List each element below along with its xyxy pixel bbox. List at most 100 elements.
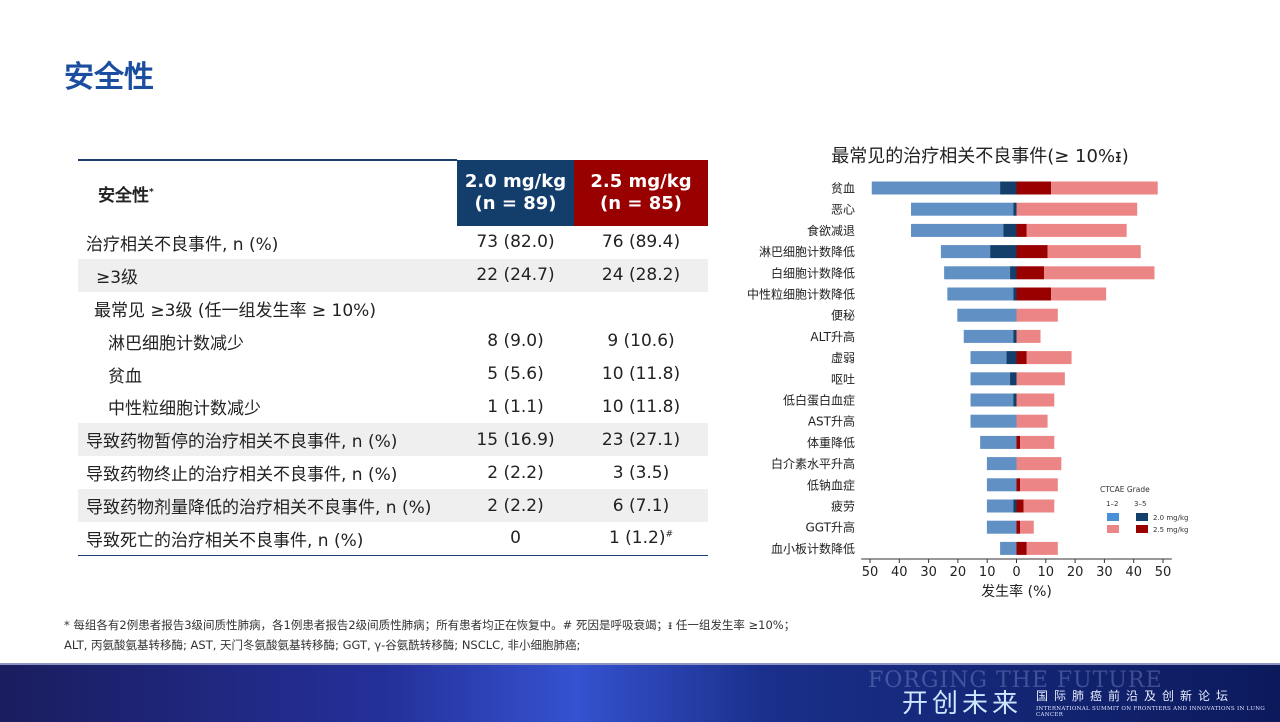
bar-2mg-grade1-2 — [911, 202, 1014, 216]
table-row: 导致药物剂量降低的治疗相关不良事件, n (%) 2 (2.2) 6 (7.1) — [78, 489, 708, 523]
bar-2mg-grade3-5 — [1003, 223, 1017, 237]
bar-25mg-grade3-5 — [1016, 351, 1027, 365]
header-sup: * — [149, 187, 154, 198]
category-label: 体重降低 — [807, 436, 855, 450]
bar-25mg-grade3-5 — [1016, 520, 1021, 534]
bar-25mg-grade1-2 — [1020, 520, 1034, 534]
row-label: 中性粒细胞计数减少 — [108, 399, 261, 420]
x-tick-label: 10 — [1038, 565, 1055, 580]
bar-25mg-grade3-5 — [1016, 499, 1024, 513]
legend-label: 2.5 mg/kg — [1153, 526, 1188, 534]
bar-25mg-grade1-2 — [1020, 435, 1055, 449]
bar-2mg-grade1-2 — [963, 329, 1014, 343]
bar-25mg-grade1-2 — [1016, 457, 1062, 471]
bar-25mg-grade1-2 — [1044, 266, 1155, 280]
bar-2mg-grade1-2 — [944, 266, 1011, 280]
bar-25mg-grade1-2 — [1016, 202, 1138, 216]
bar-2mg-grade1-2 — [986, 457, 1017, 471]
category-label: 白介素水平升高 — [771, 456, 855, 471]
bar-2mg-grade3-5 — [1000, 181, 1017, 195]
bar-25mg-grade1-2 — [1016, 372, 1065, 386]
header-label-text: 安全性 — [98, 186, 149, 206]
x-tick-label: 0 — [1012, 565, 1020, 580]
row-value-25mg-text: 9 (10.6) — [607, 331, 675, 352]
footnote-line-2: ALT, 丙氨酸氨基转移酶; AST, 天门冬氨酸氨基转移酶; GGT, γ-谷… — [64, 638, 581, 652]
table-row: 导致死亡的治疗相关不良事件, n (%) 0 1 (1.2)# — [78, 522, 708, 556]
bar-25mg-grade3-5 — [1016, 287, 1052, 301]
header-25mg-n: (n = 85) — [600, 193, 682, 214]
row-sup: # — [665, 529, 674, 540]
row-value-2mg: 2 (2.2) — [487, 462, 544, 483]
row-value-2mg — [457, 292, 574, 325]
category-label: 便秘 — [831, 309, 855, 323]
row-value-25mg: 76 (89.4) — [574, 226, 708, 259]
bar-25mg-grade1-2 — [1051, 181, 1158, 195]
category-label: 疲劳 — [831, 499, 855, 514]
category-label: AST升高 — [808, 414, 855, 429]
category-label: 低白蛋白血症 — [783, 393, 855, 408]
row-value-25mg: 3 (3.5) — [574, 456, 708, 489]
bar-2mg-grade3-5 — [1013, 393, 1017, 407]
category-label: 中性粒细胞计数降低 — [747, 287, 855, 302]
bar-2mg-grade3-5 — [1010, 266, 1017, 280]
table-row: ≥3级 22 (24.7) 24 (28.2) — [78, 258, 708, 292]
row-value-25mg-text: 3 (3.5) — [612, 462, 670, 483]
legend-swatch-grade3-5 — [1136, 513, 1148, 521]
category-label: 恶心 — [831, 203, 855, 217]
bar-2mg-grade3-5 — [1013, 287, 1017, 301]
bar-25mg-grade1-2 — [1051, 287, 1107, 301]
bar-2mg-grade1-2 — [1000, 541, 1017, 555]
table-row: 中性粒细胞计数减少 1 (1.1) 10 (11.8) — [78, 390, 708, 423]
bar-2mg-grade1-2 — [970, 372, 1011, 386]
category-label: GGT升高 — [805, 520, 855, 535]
safety-table: 安全性* 2.0 mg/kg (n = 89) 2.5 mg/kg (n = 85)… — [78, 159, 708, 556]
row-label: 最常见 ≥3级 (任一组发生率 ≥ 10%) — [94, 300, 376, 321]
row-value-2mg: 73 (82.0) — [476, 232, 555, 253]
bar-2mg-grade1-2 — [970, 414, 1017, 428]
bar-2mg-grade1-2 — [986, 520, 1017, 534]
bar-2mg-grade1-2 — [911, 223, 1004, 237]
bar-25mg-grade1-2 — [1026, 541, 1058, 555]
header-25mg-dose: 2.5 mg/kg — [590, 171, 692, 192]
x-tick-label: 30 — [920, 565, 937, 580]
x-axis-label: 发生率 (%) — [981, 583, 1052, 600]
row-value-2mg: 0 — [457, 522, 574, 556]
chart-title: 最常见的治疗相关不良事件(≥ 10%ᵻ) — [831, 146, 1129, 167]
category-label: 淋巴细胞计数降低 — [759, 244, 855, 259]
bar-25mg-grade1-2 — [1016, 329, 1041, 343]
row-label: 导致药物暂停的治疗相关不良事件, n (%) — [78, 423, 457, 457]
row-label: 治疗相关不良事件, n (%) — [86, 234, 279, 255]
header-label: 安全性* — [78, 159, 457, 226]
bar-2mg-grade3-5 — [1013, 499, 1017, 513]
legend-swatch-grade3-5 — [1136, 525, 1148, 533]
category-label: 贫血 — [831, 181, 855, 196]
row-value-25mg-text: 6 (7.1) — [612, 495, 670, 516]
row-value-25mg-text: 10 (11.8) — [601, 364, 681, 384]
table-row: 贫血 5 (5.6) 10 (11.8) — [78, 358, 708, 391]
category-label: 白细胞计数降低 — [771, 265, 855, 280]
banner-english-watermark: FORGING THE FUTURE — [868, 668, 1163, 693]
row-label: 导致药物终止的治疗相关不良事件, n (%) — [86, 465, 398, 486]
row-value-25mg-text: 24 (28.2) — [601, 265, 681, 286]
table-row: 淋巴细胞计数减少 8 (9.0) 9 (10.6) — [78, 325, 708, 358]
row-label: 导致药物剂量降低的治疗相关不良事件, n (%) — [78, 489, 457, 523]
bar-25mg-grade1-2 — [1026, 351, 1072, 365]
x-tick-label: 40 — [1125, 565, 1142, 580]
legend-title: CTCAE Grade — [1100, 485, 1150, 494]
row-value-25mg-text: 1 (1.2) — [608, 528, 666, 549]
bar-2mg-grade1-2 — [980, 435, 1017, 449]
bar-25mg-grade1-2 — [1047, 245, 1141, 259]
legend-label: 2.0 mg/kg — [1153, 514, 1188, 522]
row-label: ≥3级 — [78, 258, 457, 292]
adverse-events-chart: 最常见的治疗相关不良事件(≥ 10%ᵻ) 贫血恶心食欲减退淋巴细胞计数降低白细胞计… — [747, 146, 1189, 600]
bar-2mg-grade1-2 — [970, 393, 1014, 407]
row-value-25mg-text: 23 (27.1) — [601, 429, 681, 450]
x-tick-label: 20 — [950, 565, 967, 580]
category-label: 食欲减退 — [807, 223, 855, 238]
bar-2mg-grade1-2 — [970, 351, 1007, 365]
bar-25mg-grade3-5 — [1016, 181, 1052, 195]
x-tick-label: 50 — [1155, 565, 1172, 580]
category-label: 呕吐 — [831, 372, 855, 386]
bar-25mg-grade3-5 — [1016, 266, 1045, 280]
category-label: 低钠血症 — [807, 477, 855, 492]
